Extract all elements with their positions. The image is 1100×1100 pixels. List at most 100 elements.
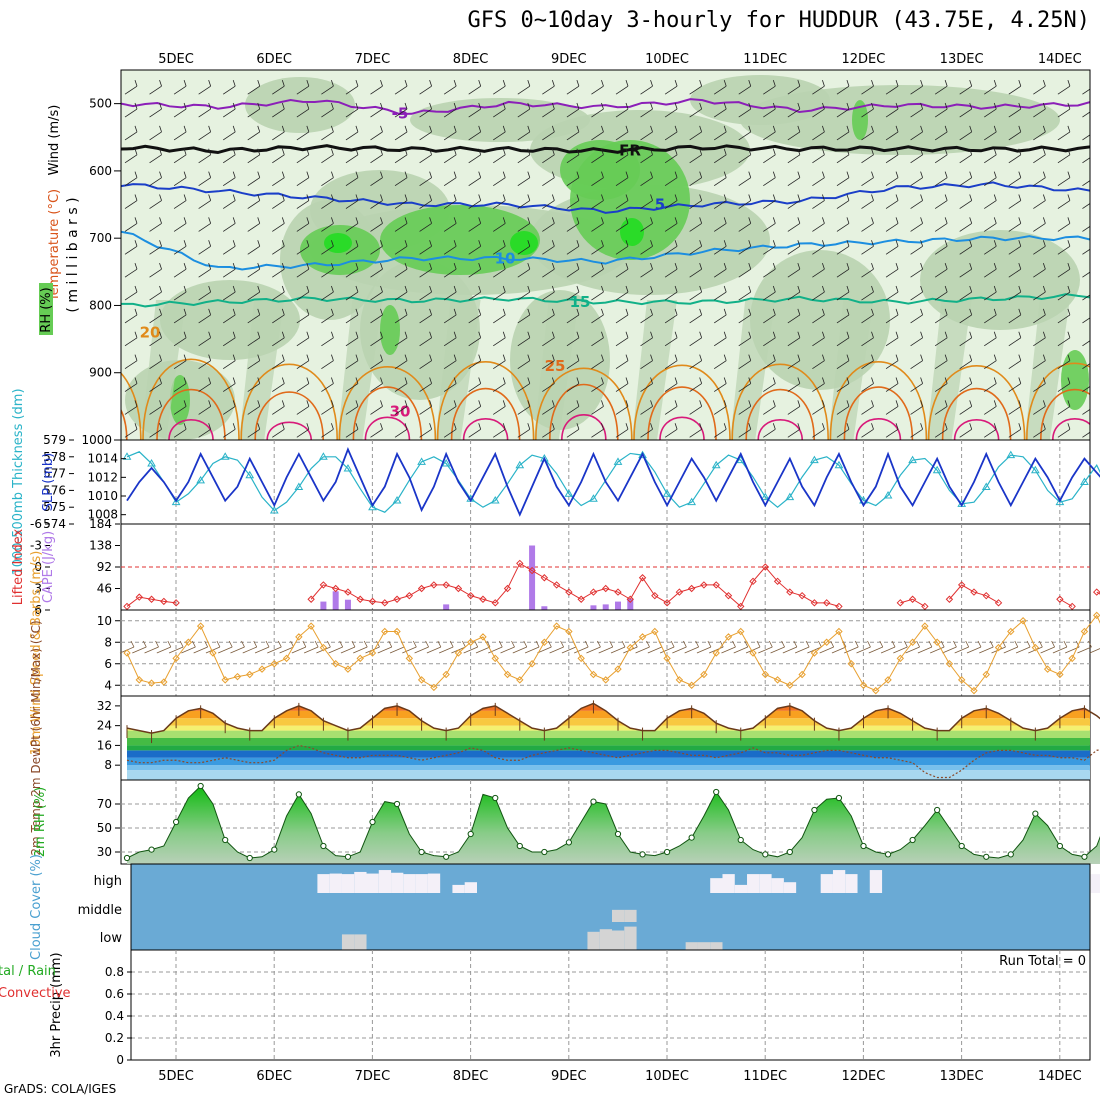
wind-barb-flag bbox=[429, 194, 432, 201]
thickness-marker bbox=[883, 490, 893, 499]
wind-barb bbox=[1057, 200, 1071, 209]
lifted-marker bbox=[344, 588, 352, 596]
wind-speed-marker bbox=[859, 681, 868, 689]
wind-barb bbox=[296, 383, 310, 392]
rh-region bbox=[1061, 350, 1089, 410]
wind-speed-marker bbox=[393, 627, 401, 636]
wind-barb-flag bbox=[674, 240, 678, 247]
wind-barb bbox=[812, 337, 825, 347]
surface-wind-barb-flag bbox=[609, 640, 614, 648]
cloud-bar-high bbox=[820, 874, 833, 893]
surface-wind-barb bbox=[438, 646, 454, 654]
wind-barb bbox=[1057, 291, 1071, 301]
wind-barb bbox=[321, 223, 334, 232]
wind-barb-flag bbox=[699, 240, 703, 247]
wind-barb-flag bbox=[281, 80, 285, 87]
surface-wind-barb bbox=[574, 646, 589, 654]
wind-barb-flag bbox=[502, 285, 506, 293]
wind-barb bbox=[1008, 108, 1022, 118]
wind-speed-marker bbox=[282, 654, 291, 663]
wind-barb-flag bbox=[1018, 423, 1022, 430]
wind-barb-flag bbox=[797, 80, 801, 87]
surface-wind-barb-flag bbox=[216, 640, 221, 648]
surface-wind-barb bbox=[537, 646, 552, 654]
wind-barb bbox=[910, 268, 923, 278]
wind-barb-flag bbox=[674, 354, 678, 361]
lifted-marker bbox=[737, 602, 745, 611]
wind-barb-flag bbox=[453, 377, 457, 384]
wind-barb-flag bbox=[306, 171, 310, 178]
wind-barb-flag bbox=[306, 377, 310, 384]
wind-barb-flag bbox=[183, 171, 187, 178]
wind-barb-flag bbox=[748, 354, 752, 361]
wind-barb-flag bbox=[576, 80, 580, 87]
wind-barb bbox=[222, 108, 236, 118]
lifted-marker bbox=[577, 595, 585, 603]
wind-barb bbox=[419, 406, 432, 415]
surface-wind-barb-flag bbox=[719, 640, 724, 648]
wind-barb-flag bbox=[1018, 400, 1022, 407]
wind-barb bbox=[517, 154, 531, 164]
rh-region bbox=[852, 100, 868, 140]
wind-barb bbox=[738, 200, 751, 209]
wind-barb bbox=[738, 268, 751, 278]
wind-barb bbox=[984, 108, 997, 118]
wind-barb-flag bbox=[699, 331, 703, 338]
wind-barb-flag bbox=[969, 308, 973, 316]
rh-marker bbox=[246, 854, 253, 862]
wind-barb bbox=[1082, 203, 1090, 209]
wind-barb-flag bbox=[134, 194, 138, 201]
surface-wind-barb bbox=[893, 646, 908, 654]
wind-barb-flag bbox=[674, 171, 678, 178]
wind-barb-flag bbox=[257, 377, 261, 384]
rh-marker bbox=[492, 794, 499, 802]
wind-barb bbox=[247, 291, 260, 301]
wind-barb bbox=[713, 337, 727, 347]
surface-wind-barb-flag bbox=[547, 640, 552, 648]
temperature-band bbox=[127, 765, 1090, 771]
wind-barb bbox=[124, 428, 138, 438]
wind-barb bbox=[493, 245, 506, 255]
wind-barb bbox=[812, 360, 825, 369]
wind-barb bbox=[1033, 291, 1046, 301]
wind-barb-flag bbox=[478, 217, 482, 224]
wind-barb bbox=[640, 85, 653, 95]
wind-barb bbox=[370, 360, 383, 369]
wind-barb-flag bbox=[674, 331, 678, 338]
isotherm-arch bbox=[1026, 362, 1090, 440]
wind-barb bbox=[885, 245, 899, 255]
wind-barb-flag bbox=[551, 354, 555, 361]
axis-tick-label: 578 bbox=[43, 450, 66, 464]
wind-barb bbox=[272, 177, 285, 187]
wind-barb bbox=[934, 383, 948, 392]
wind-speed-marker bbox=[1019, 617, 1027, 625]
wind-barb-flag bbox=[625, 148, 629, 155]
wind-barb bbox=[812, 428, 825, 438]
wind-barb-flag bbox=[306, 194, 310, 201]
wind-barb-flag bbox=[871, 217, 874, 224]
thickness-marker bbox=[711, 460, 721, 469]
wind-barb bbox=[885, 360, 899, 369]
wind-barb-flag bbox=[1042, 171, 1046, 178]
wind-barb-flag bbox=[1042, 125, 1046, 133]
wind-barb bbox=[1082, 363, 1090, 369]
wind-barb-flag bbox=[1067, 354, 1071, 361]
wind-barb-flag bbox=[429, 354, 432, 361]
date-label-bottom: 6DEC bbox=[256, 1069, 292, 1084]
dewpoint-line bbox=[126, 744, 1100, 779]
wind-barb bbox=[591, 268, 604, 278]
wind-barb-flag bbox=[1042, 217, 1046, 224]
wind-barb-flag bbox=[281, 125, 285, 133]
wind-barb-flag bbox=[822, 263, 825, 270]
rh-axis-label: 2m RH (%) bbox=[33, 787, 48, 858]
surface-wind-barb-flag bbox=[732, 640, 736, 648]
wind-speed-marker bbox=[896, 654, 905, 663]
surface-wind-barb-flag bbox=[854, 640, 859, 648]
wind-barb-flag bbox=[748, 285, 752, 293]
axis-tick-label: 6 bbox=[34, 603, 42, 617]
wind-barb-flag bbox=[797, 240, 801, 247]
wind-barb-flag bbox=[429, 217, 432, 224]
wind-barb bbox=[763, 291, 776, 301]
thickness-marker bbox=[564, 489, 574, 497]
wind-barb bbox=[836, 406, 850, 415]
